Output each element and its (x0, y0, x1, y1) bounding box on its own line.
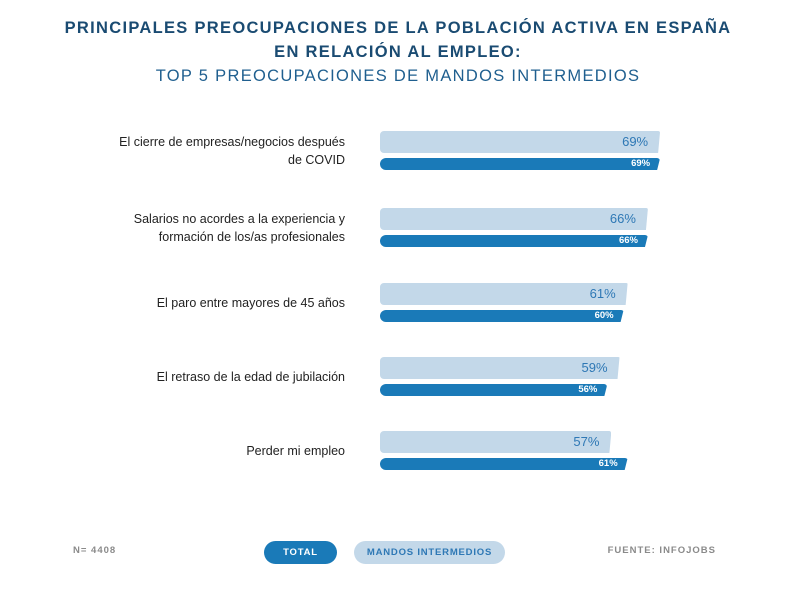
chart-subtitle: TOP 5 PREOCUPACIONES DE MANDOS INTERMEDI… (155, 67, 641, 85)
legend-mandos-intermedios: MANDOS INTERMEDIOS (354, 541, 505, 564)
category-label-line: El retraso de la edad de jubilación (156, 370, 345, 384)
category-label-line: Perder mi empleo (246, 444, 345, 458)
bar-mandos-intermedios: 57% (380, 431, 611, 453)
bar-total: 56% (380, 384, 607, 396)
value-label-mandos-intermedios: 69% (622, 134, 649, 149)
value-label-total: 61% (598, 458, 618, 469)
bar-total: 66% (380, 235, 648, 247)
chart-title-line-2: EN RELACIÓN AL EMPLEO: (274, 43, 522, 61)
value-label-mandos-intermedios: 57% (573, 434, 600, 449)
sample-size: N= 4408 (73, 545, 117, 556)
category-label: Perder mi empleo (45, 442, 345, 460)
category-label-line: Salarios no acordes a la experiencia y (133, 212, 345, 226)
source-note: FUENTE: INFOJOBS (607, 545, 716, 556)
category-label: El retraso de la edad de jubilación (45, 368, 345, 386)
category-label: Salarios no acordes a la experiencia y fo… (45, 210, 345, 246)
category-label-line: formación de los/as profesionales (158, 230, 345, 244)
bar-mandos-intermedios: 66% (380, 208, 648, 230)
bar-total: 60% (380, 310, 624, 322)
legend-total: TOTAL (264, 541, 337, 564)
bar-mandos-intermedios: 59% (380, 357, 620, 379)
category-label-line: El paro entre mayores de 45 años (156, 296, 345, 310)
category-label-line: de COVID (288, 153, 345, 167)
value-label-total: 66% (618, 235, 638, 246)
value-label-total: 69% (631, 158, 651, 169)
value-label-total: 56% (578, 384, 598, 395)
value-label-mandos-intermedios: 66% (609, 211, 636, 226)
bar-mandos-intermedios: 69% (380, 131, 660, 153)
value-label-mandos-intermedios: 61% (589, 286, 616, 301)
category-label: El cierre de empresas/negocios después de… (45, 133, 345, 169)
value-label-mandos-intermedios: 59% (581, 360, 608, 375)
bar-total: 61% (380, 458, 628, 470)
bar-total: 69% (380, 158, 660, 170)
chart-title-line-1: PRINCIPALES PREOCUPACIONES DE LA POBLACI… (64, 19, 732, 37)
category-label-line: El cierre de empresas/negocios después (119, 135, 345, 149)
category-label: El paro entre mayores de 45 años (45, 294, 345, 312)
value-label-total: 60% (594, 310, 614, 321)
bar-mandos-intermedios: 61% (380, 283, 628, 305)
